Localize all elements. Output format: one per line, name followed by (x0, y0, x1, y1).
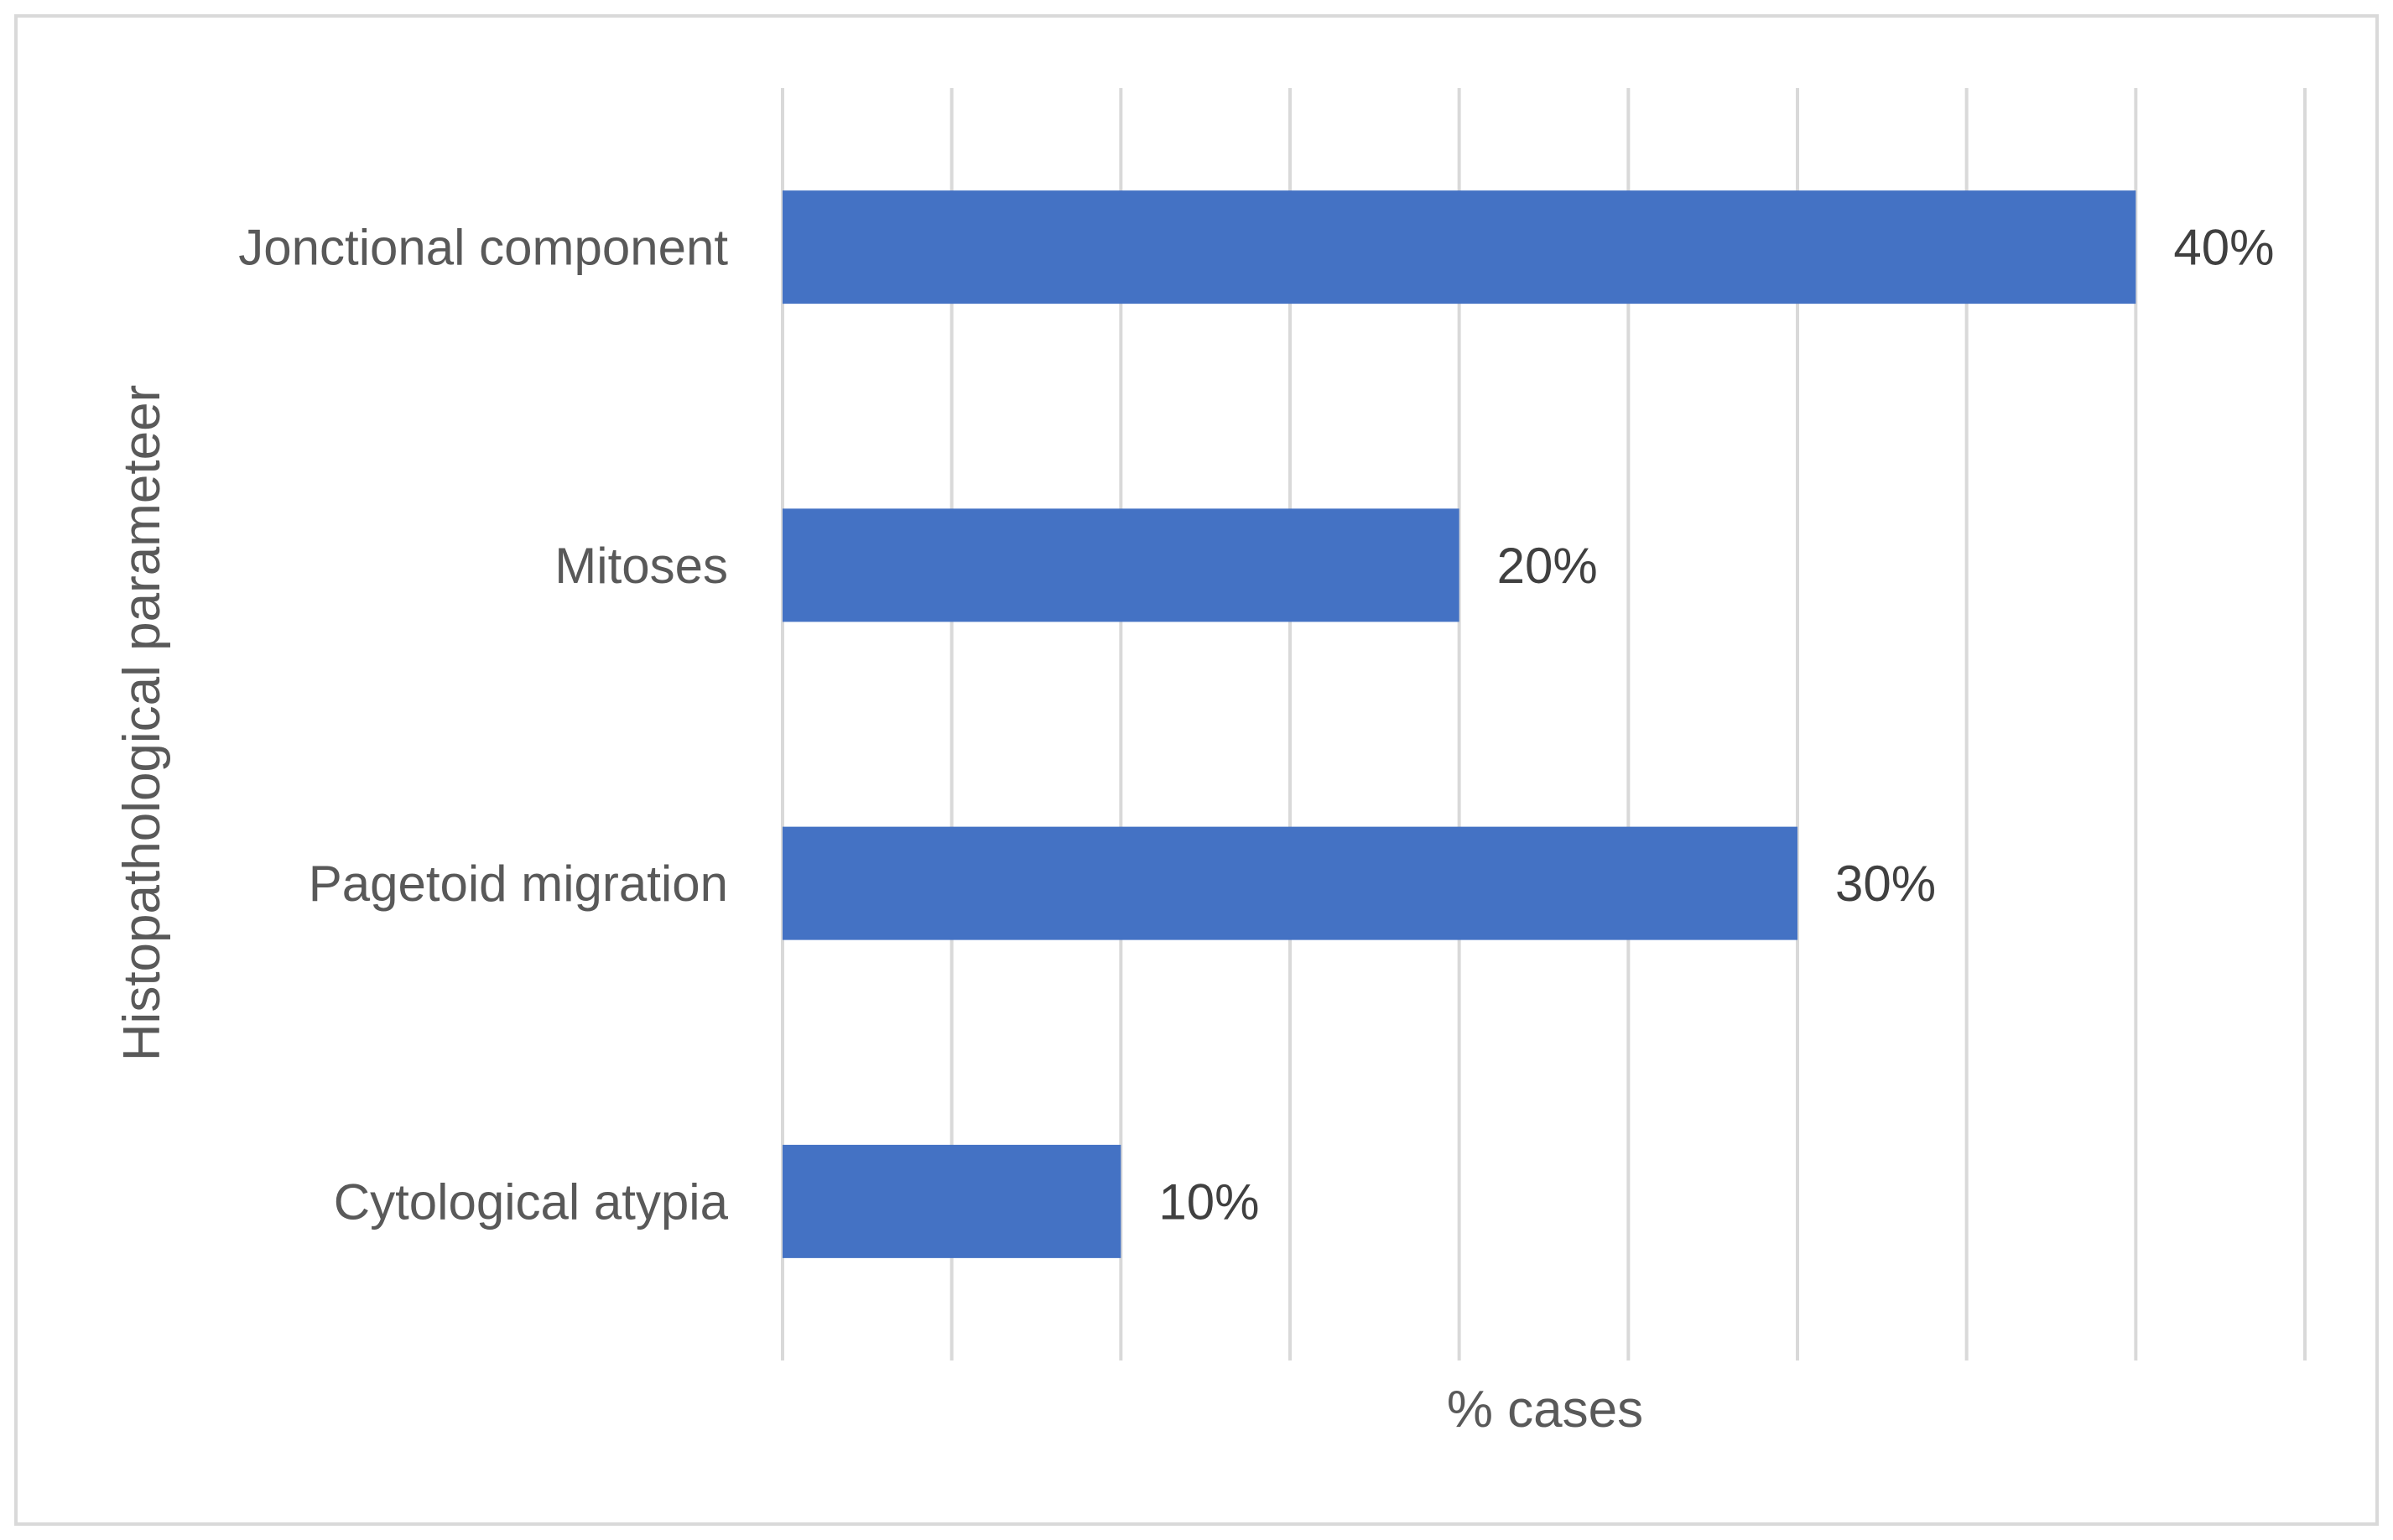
bar-0 (783, 190, 2136, 304)
y-axis-title: Histopathological parameteer (113, 385, 171, 1061)
data-labels: 40% 20% 30% 10% (1158, 220, 2274, 1230)
data-label-3: 10% (1158, 1173, 1259, 1230)
category-label-0: Jonctional component (238, 220, 728, 276)
category-label-1: Mitoses (554, 538, 728, 594)
category-label-2: Pagetoid migration (309, 856, 728, 912)
category-labels: Jonctional component Mitoses Pagetoid migr… (238, 220, 728, 1230)
data-label-2: 30% (1835, 856, 1936, 912)
x-axis-title: % cases (1447, 1381, 1643, 1439)
category-label-3: Cytological atypia (334, 1173, 729, 1230)
bars (783, 190, 2136, 1258)
bar-1 (783, 508, 1459, 622)
bar-3 (783, 1144, 1121, 1258)
data-label-0: 40% (2173, 220, 2274, 276)
bar-2 (783, 826, 1797, 940)
data-label-1: 20% (1497, 538, 1598, 594)
